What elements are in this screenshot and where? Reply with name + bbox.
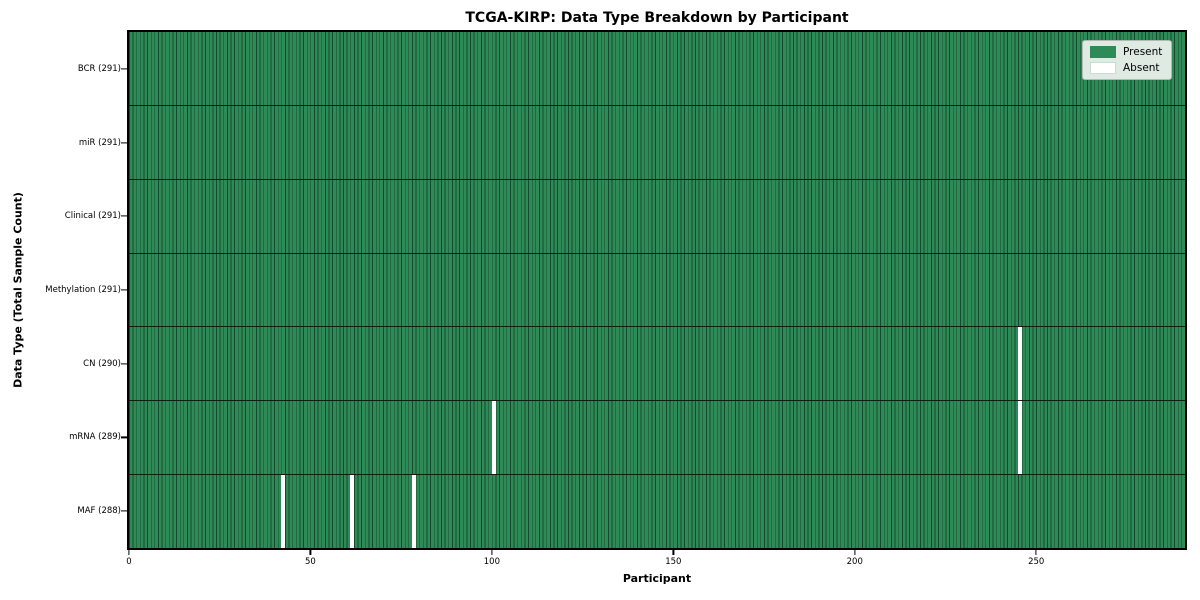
ytick-mark (121, 68, 127, 70)
heatmap-row-clinical (129, 179, 1185, 254)
heatmap-row-maf (129, 475, 1185, 549)
legend-item-present: Present (1090, 46, 1162, 58)
xtick-mark (309, 550, 312, 555)
ytick-label-bcr: BCR (291) (77, 63, 121, 74)
ytick-mark (121, 436, 127, 439)
absent-gap (1018, 327, 1022, 401)
legend-label-absent: Absent (1123, 62, 1160, 74)
ytick-mark (121, 141, 127, 144)
ytick-mark (121, 215, 127, 217)
xtick-mark (1035, 550, 1037, 555)
ytick-mark (121, 289, 127, 291)
ytick-label-mir: miR (291) (78, 137, 121, 148)
xtick-label-200: 200 (846, 557, 863, 567)
xtick-label-250: 250 (1028, 557, 1045, 567)
absent-gap (350, 475, 354, 549)
xtick-mark (128, 550, 130, 555)
ytick-label-cn: CN (290) (83, 358, 121, 369)
ytick-label-mrna: mRNA (289) (69, 432, 121, 443)
xtick-mark (491, 550, 493, 555)
heatmap-row-methylation (129, 253, 1185, 328)
xtick-label-100: 100 (483, 557, 500, 567)
heatmap-row-mrna (129, 401, 1185, 476)
xtick-label-50: 50 (305, 557, 316, 567)
heatmap-row-cn (129, 327, 1185, 402)
absent-gap (1018, 401, 1022, 475)
absent-gap (281, 475, 286, 549)
legend-item-absent: Absent (1090, 62, 1162, 74)
legend-label-present: Present (1123, 46, 1163, 58)
legend: Present Absent (1082, 40, 1173, 80)
heatmap-row-bcr (129, 32, 1185, 106)
ytick-mark (121, 510, 127, 512)
heatmap-row-mir (129, 105, 1185, 180)
xtick-mark (672, 550, 674, 555)
plot-area (127, 30, 1187, 550)
xtick-label-150: 150 (665, 557, 682, 567)
absent-swatch (1090, 62, 1116, 74)
absent-gap (491, 401, 496, 475)
xtick-label-0: 0 (126, 557, 132, 567)
chart-title: TCGA-KIRP: Data Type Breakdown by Partic… (465, 10, 849, 26)
present-swatch (1090, 46, 1116, 58)
absent-gap (412, 475, 416, 549)
heatmap-rows (129, 32, 1185, 549)
xtick-mark (854, 550, 856, 555)
ytick-label-methylation: Methylation (291) (45, 285, 121, 295)
x-axis-label: Participant (622, 572, 692, 585)
y-axis-label: Data Type (Total Sample Count) (11, 192, 25, 388)
ytick-mark (121, 363, 127, 365)
ytick-label-maf: MAF (288) (77, 506, 121, 517)
ytick-label-clinical: Clinical (291) (64, 211, 121, 222)
